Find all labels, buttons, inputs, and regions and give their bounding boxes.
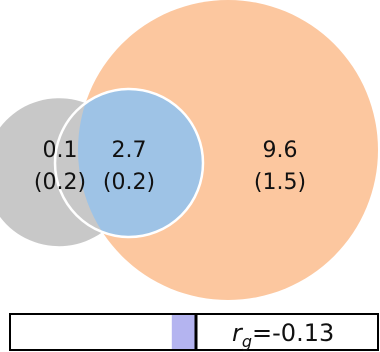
- overlap-value: 2.7: [112, 138, 147, 163]
- overlap-se: (0.2): [103, 170, 155, 195]
- left-only-se: (0.2): [34, 170, 86, 195]
- left-only-value: 0.1: [43, 138, 78, 163]
- venn-circle-left: [55, 89, 203, 237]
- right-only-se: (1.5): [254, 170, 306, 195]
- right-only-value: 9.6: [263, 138, 298, 163]
- venn-overlap-region: [0, 98, 103, 247]
- genetic-correlation-bar: rg=-0.13: [9, 313, 379, 351]
- rg-bar: [171, 315, 196, 349]
- rg-label-symbol: r: [232, 319, 244, 347]
- rg-label: rg=-0.13: [232, 319, 334, 351]
- venn-circle-left-outline: [53, 87, 205, 239]
- rg-label-subscript: g: [242, 332, 252, 351]
- venn-diagram: 0.1 (0.2) 2.7 (0.2) 9.6 (1.5): [0, 0, 378, 300]
- rg-label-value: =-0.13: [252, 319, 334, 347]
